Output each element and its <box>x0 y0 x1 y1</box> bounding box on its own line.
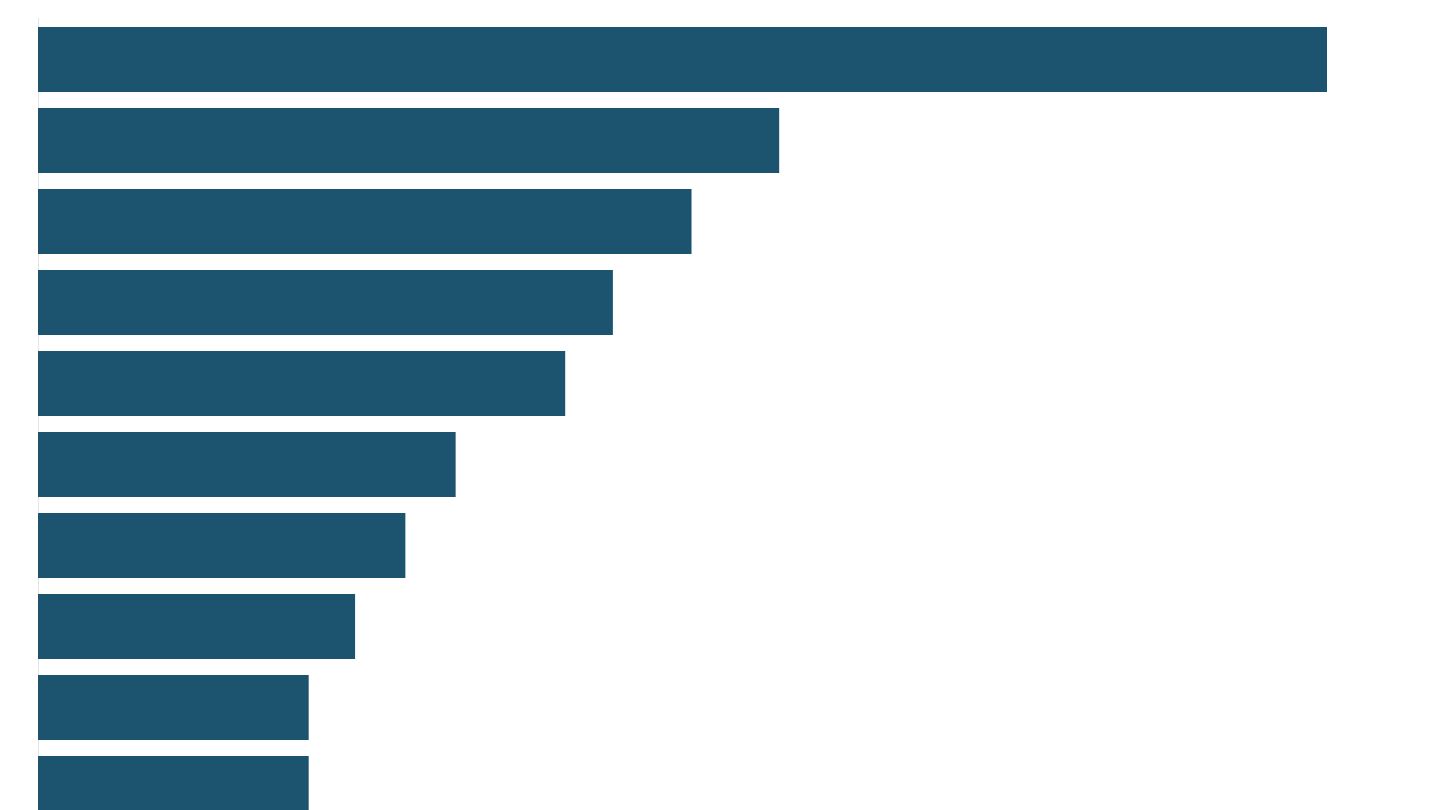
bar-1 <box>38 27 1327 92</box>
bar-4 <box>38 270 613 335</box>
bar-10 <box>38 756 309 810</box>
bar-2 <box>38 108 780 173</box>
bar-3 <box>38 189 692 254</box>
bars-group <box>38 27 1327 810</box>
bar-9 <box>38 675 309 740</box>
bar-7 <box>38 513 406 578</box>
bar-8 <box>38 594 356 659</box>
bar-6 <box>38 432 456 497</box>
bar-5 <box>38 351 566 416</box>
